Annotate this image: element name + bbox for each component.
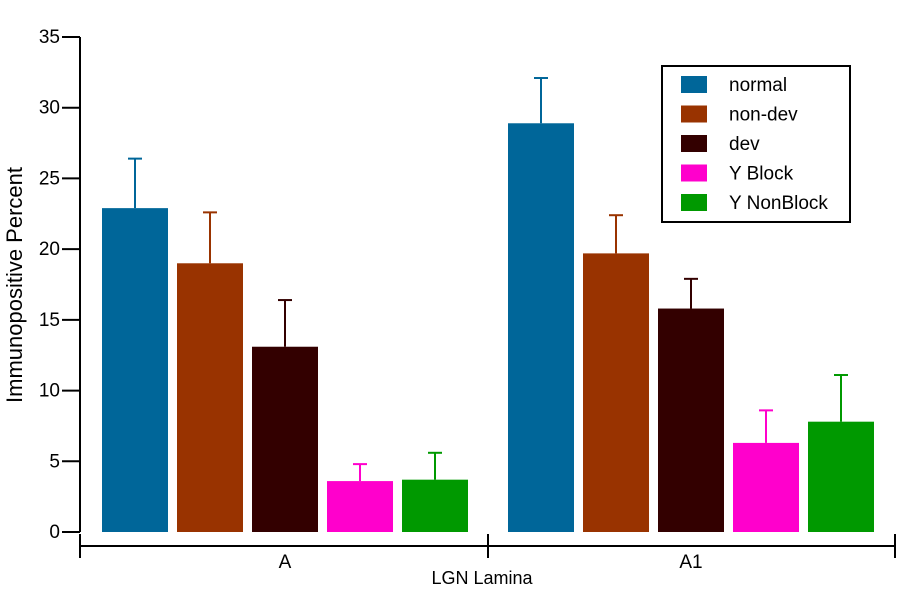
y-tick-label: 15 bbox=[39, 310, 60, 331]
bar bbox=[808, 421, 874, 532]
y-tick-label: 10 bbox=[39, 381, 60, 402]
legend: normal non-dev dev Y Block Y NonBlock bbox=[661, 65, 851, 223]
bar bbox=[658, 308, 724, 532]
legend-swatch bbox=[681, 76, 707, 93]
legend-label: Y Block bbox=[729, 164, 794, 185]
bar bbox=[733, 442, 799, 532]
legend-label: Y NonBlock bbox=[729, 193, 828, 214]
x-axis: A A1 bbox=[79, 534, 896, 573]
y-tick-label: 5 bbox=[49, 451, 60, 472]
y-axis-title: Immunopositive Percent bbox=[2, 167, 27, 403]
bar bbox=[583, 253, 649, 532]
y-tick-label: 25 bbox=[39, 168, 60, 189]
legend-label: normal bbox=[729, 75, 787, 96]
bar bbox=[102, 208, 168, 532]
y-tick-label: 35 bbox=[39, 27, 60, 48]
bars bbox=[102, 123, 874, 533]
legend-swatch bbox=[681, 194, 707, 211]
y-axis: 0 5 10 15 20 25 30 35 bbox=[39, 27, 81, 543]
bar bbox=[508, 123, 574, 533]
x-axis-title: LGN Lamina bbox=[431, 568, 533, 588]
error-bars bbox=[128, 77, 848, 482]
bar bbox=[402, 479, 468, 532]
y-tick-label: 20 bbox=[39, 239, 60, 260]
legend-swatch bbox=[681, 164, 707, 182]
y-tick-label: 30 bbox=[39, 98, 60, 119]
legend-swatch bbox=[681, 105, 707, 123]
bar bbox=[252, 346, 318, 532]
x-tick-label: A bbox=[279, 552, 292, 573]
legend-label: non-dev bbox=[729, 105, 798, 126]
x-tick-label: A1 bbox=[679, 552, 702, 573]
legend-swatch bbox=[681, 135, 707, 152]
legend-label: dev bbox=[729, 134, 760, 155]
bar bbox=[177, 263, 243, 532]
bar bbox=[327, 481, 393, 532]
y-tick-label: 0 bbox=[49, 522, 60, 543]
